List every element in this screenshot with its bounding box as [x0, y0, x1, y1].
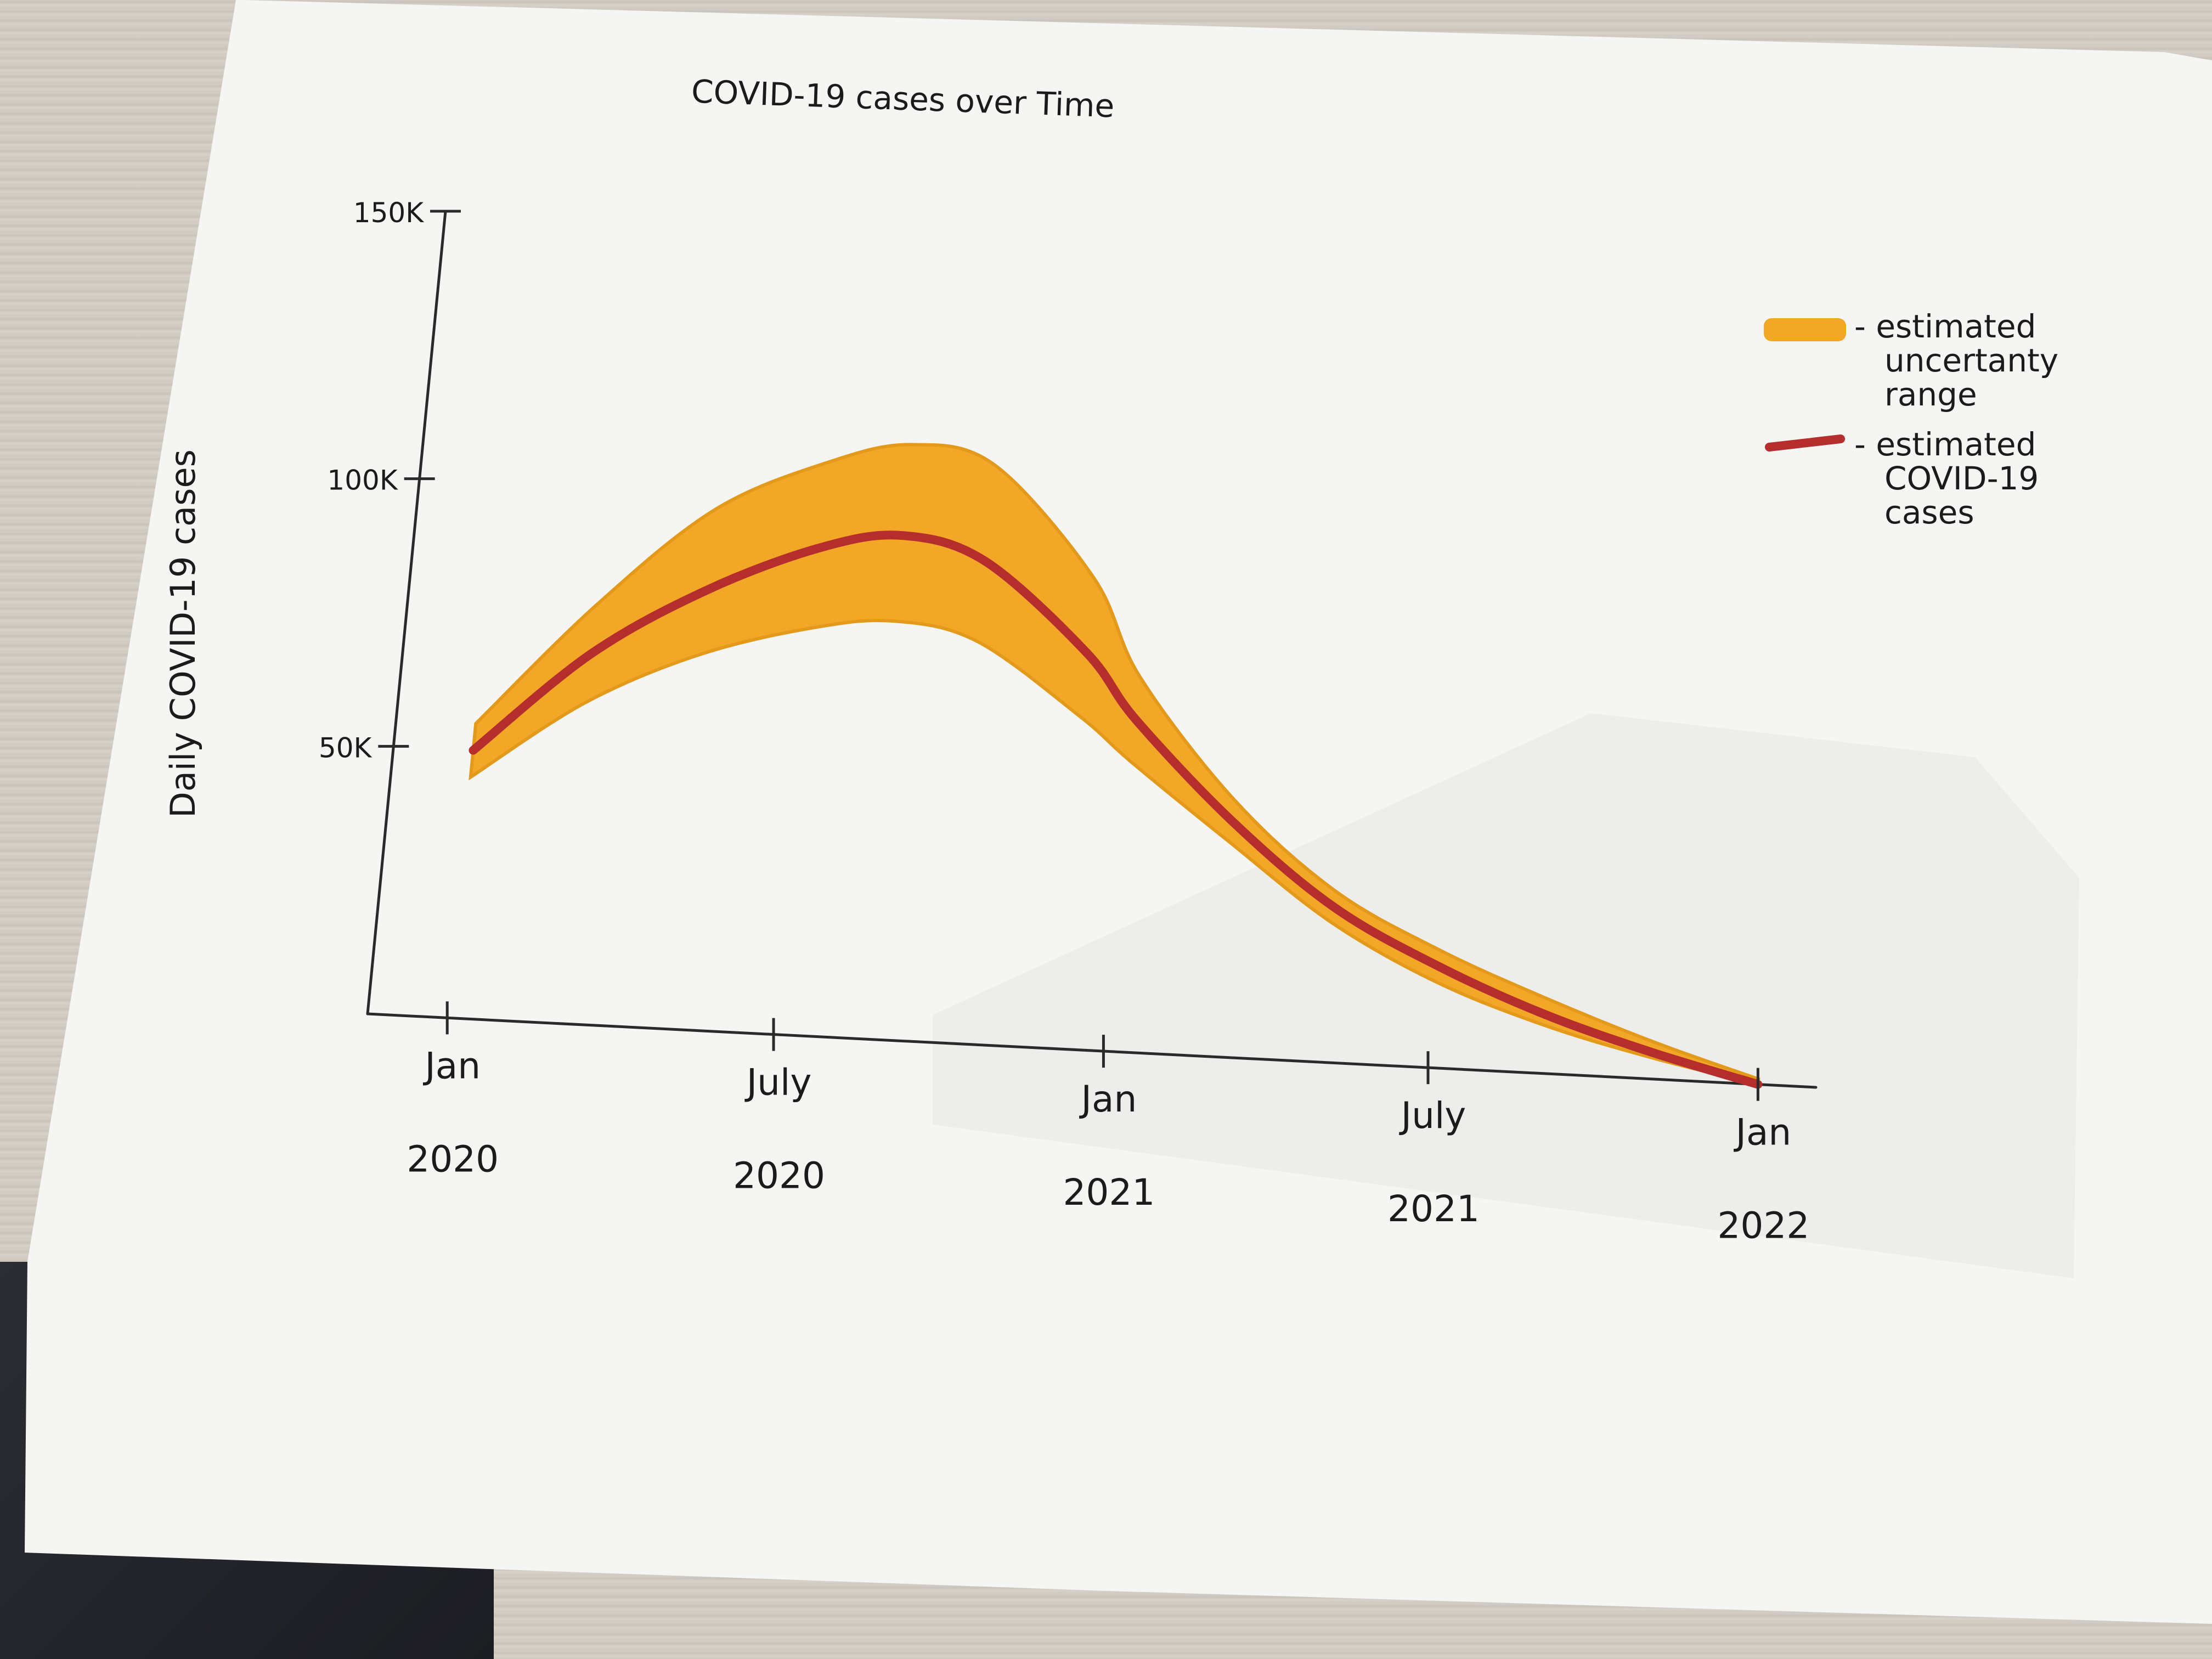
x-tick-label-3-line2: 2021	[1387, 1188, 1480, 1230]
x-tick-label-1-line1: July	[744, 1062, 812, 1104]
chart-marks	[469, 443, 1763, 1089]
x-tick-label-2-line2: 2021	[1063, 1171, 1155, 1214]
legend-label-1-line0: - estimated	[1854, 426, 2036, 463]
x-axis-line	[366, 1012, 1818, 1089]
y-tick-label-1: 100K	[327, 465, 398, 496]
tick-marks	[378, 210, 1759, 1101]
legend-label-1-line2: cases	[1884, 494, 1974, 531]
y-axis-label: Daily COVID-19 cases	[163, 449, 203, 818]
x-tick-label-4-line1: Jan	[1734, 1111, 1792, 1154]
axes	[366, 210, 1818, 1089]
x-tick-label-0-line2: 2020	[407, 1138, 499, 1180]
legend-label-0-line2: range	[1884, 376, 1977, 413]
y-tick-label-2: 150K	[353, 197, 424, 229]
legend-label-0-line1: uncertanty	[1884, 342, 2058, 379]
x-tick-label-2-line1: Jan	[1079, 1078, 1137, 1120]
legend-label-0-line0: - estimated	[1854, 308, 2036, 345]
cases-line	[469, 531, 1763, 1089]
legend-label-1-line1: COVID-19	[1884, 460, 2039, 497]
x-tick-label-3-line1: July	[1399, 1094, 1466, 1137]
tick-labels: 50K 100K 150K Jan 2020 July 2020 Jan 2021 July 202…	[319, 197, 1809, 1247]
x-tick-label-0-line1: Jan	[422, 1045, 481, 1087]
x-tick-label-4-line2: 2022	[1717, 1205, 1809, 1247]
x-tick-label-1-line2: 2020	[733, 1155, 825, 1197]
legend-swatch-line	[1765, 435, 1845, 452]
y-tick-label-0: 50K	[319, 732, 373, 764]
legend-swatch-band	[1764, 318, 1846, 341]
uncertainty-band	[469, 443, 1760, 1087]
y-axis-line	[366, 210, 447, 1015]
